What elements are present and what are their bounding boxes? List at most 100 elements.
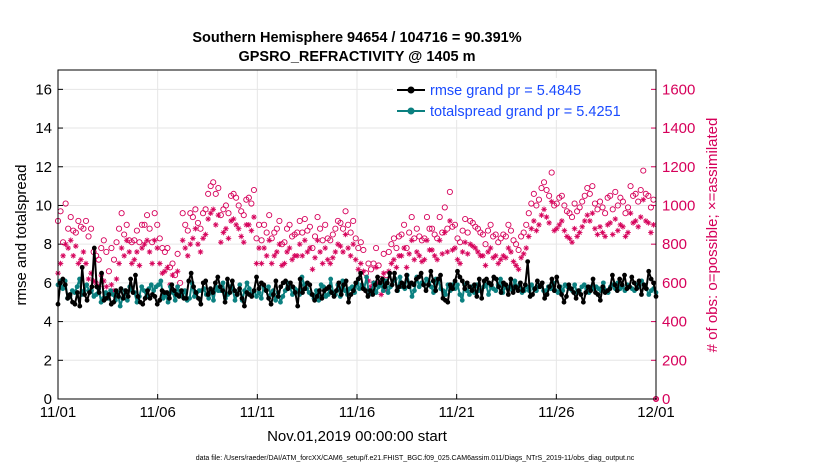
rmse-marker	[268, 301, 274, 307]
possible-marker	[429, 225, 436, 232]
rmse-marker	[125, 294, 131, 299]
rmse-marker	[341, 282, 347, 288]
assimilated-marker	[149, 260, 155, 267]
rmse-marker	[317, 288, 322, 294]
rmse-marker	[60, 276, 66, 282]
possible-obs-markers	[54, 167, 660, 403]
possible-marker	[423, 214, 431, 221]
assimilated-marker	[531, 218, 537, 224]
rmse-marker	[135, 294, 141, 299]
rmse-marker	[370, 292, 376, 297]
possible-marker	[154, 221, 161, 228]
assimilated-marker	[421, 256, 428, 263]
spread-marker	[191, 294, 197, 299]
rmse-marker	[421, 282, 426, 288]
assimilated-marker	[419, 258, 425, 265]
possible-marker	[584, 185, 591, 192]
assimilated-marker	[645, 220, 652, 226]
spread-marker	[600, 280, 606, 286]
assimilated-marker	[128, 260, 135, 267]
assimilated-marker	[116, 260, 122, 267]
assimilated-marker	[355, 266, 362, 273]
rmse-marker	[445, 299, 451, 305]
x-tick-label: 11/16	[339, 404, 375, 421]
rmse-marker	[418, 270, 424, 276]
x-tick-label: 11/21	[438, 404, 474, 421]
spread-marker	[165, 299, 171, 305]
possible-marker	[263, 229, 270, 236]
rmse-marker	[619, 282, 625, 288]
assimilated-marker	[225, 235, 232, 242]
y2-tick-label: 1400	[662, 120, 695, 137]
rmse-marker	[636, 278, 642, 284]
possible-marker	[329, 231, 336, 238]
rmse-marker	[387, 270, 393, 276]
spread-marker	[220, 280, 226, 286]
possible-marker	[266, 212, 273, 219]
assimilated-marker	[258, 260, 265, 267]
spread-marker	[555, 290, 561, 295]
assimilated-marker	[113, 276, 120, 282]
rmse-marker	[515, 288, 521, 294]
assimilated-marker	[350, 241, 356, 247]
rmse-marker	[503, 282, 509, 288]
spread-marker	[124, 297, 130, 303]
spread-marker	[581, 282, 587, 288]
possible-marker	[322, 221, 329, 228]
possible-marker	[337, 219, 344, 226]
assimilated-marker	[307, 245, 313, 251]
assimilated-marker	[503, 254, 509, 261]
possible-marker	[525, 210, 532, 217]
assimilated-marker	[510, 258, 517, 265]
assimilated-marker	[594, 231, 601, 238]
possible-marker	[393, 244, 400, 252]
possible-marker	[561, 202, 568, 209]
rmse-marker	[571, 290, 577, 295]
assimilated-marker	[541, 206, 547, 213]
possible-marker	[365, 260, 372, 267]
possible-marker	[215, 185, 222, 192]
assimilated-marker	[345, 245, 351, 251]
rmse-marker	[203, 278, 209, 284]
assimilated-marker	[424, 237, 430, 244]
y-axis-label: rmse and totalspread	[13, 165, 30, 306]
x-tick-label: 11/11	[240, 404, 275, 421]
possible-marker	[591, 200, 598, 207]
spread-marker	[340, 278, 346, 284]
possible-marker	[327, 237, 334, 244]
rmse-marker	[297, 276, 303, 282]
assimilated-marker	[482, 262, 489, 269]
possible-marker	[568, 214, 576, 221]
rmse-marker	[169, 282, 175, 288]
rmse-marker	[302, 286, 308, 292]
rmse-marker	[229, 278, 235, 284]
assimilated-marker	[543, 214, 550, 220]
rmse-marker	[157, 297, 163, 303]
possible-marker	[602, 210, 609, 217]
possible-marker	[388, 241, 395, 248]
possible-marker	[352, 235, 359, 242]
possible-marker	[248, 200, 255, 207]
assimilated-marker	[615, 227, 621, 234]
rmse-marker	[585, 284, 591, 290]
possible-marker	[451, 221, 459, 228]
assimilated-marker	[118, 245, 125, 251]
assimilated-marker	[518, 254, 524, 261]
possible-marker	[627, 183, 634, 190]
assimilated-marker	[411, 256, 418, 263]
assimilated-marker	[403, 264, 410, 271]
possible-marker	[222, 202, 229, 209]
possible-marker	[624, 204, 632, 211]
assimilated-marker	[332, 249, 339, 255]
possible-marker	[632, 190, 639, 197]
spread-marker	[385, 290, 391, 295]
spread-marker	[278, 299, 283, 305]
assimilated-marker	[197, 249, 204, 255]
rmse-marker	[430, 278, 436, 284]
rmse-marker	[111, 299, 117, 305]
possible-marker	[133, 227, 140, 234]
assimilated-marker	[169, 272, 176, 278]
assimilated-marker	[414, 249, 420, 255]
spread-marker	[493, 288, 499, 294]
possible-marker	[441, 204, 448, 211]
